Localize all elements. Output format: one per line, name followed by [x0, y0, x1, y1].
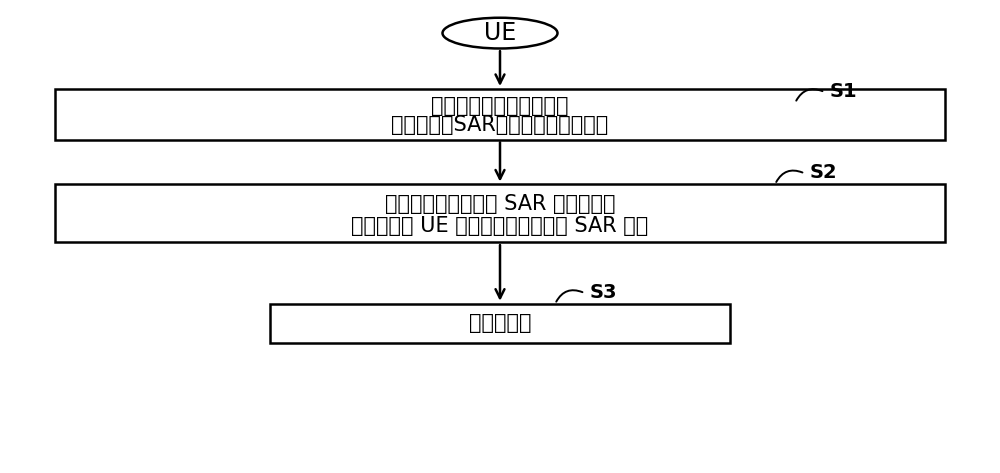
FancyBboxPatch shape — [55, 184, 945, 242]
Text: S2: S2 — [810, 163, 838, 182]
Text: 基于该一个或多个与 SAR 相关的参数: 基于该一个或多个与 SAR 相关的参数 — [385, 193, 615, 213]
Text: UE: UE — [484, 21, 516, 45]
Text: 实现该动作: 实现该动作 — [469, 313, 531, 333]
FancyBboxPatch shape — [55, 89, 945, 140]
FancyBboxPatch shape — [270, 304, 730, 343]
Text: 比吸收率（SAR）目标相关的参数。: 比吸收率（SAR）目标相关的参数。 — [391, 115, 609, 135]
Text: 从网络接收一个或多个与: 从网络接收一个或多个与 — [431, 96, 569, 115]
Text: S3: S3 — [590, 283, 618, 302]
Text: 来确定将由 UE 采取的动作以便满足 SAR 目标: 来确定将由 UE 采取的动作以便满足 SAR 目标 — [351, 216, 649, 236]
Ellipse shape — [442, 18, 558, 48]
Text: S1: S1 — [830, 82, 858, 101]
